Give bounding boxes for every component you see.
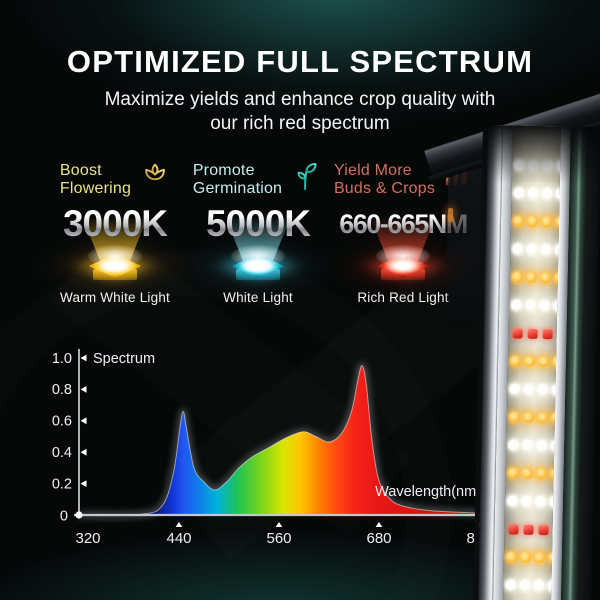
wavelength-value: 660-665NM [328,204,478,244]
light-type-label: Warm White Light [60,290,170,305]
led-chip-zone [40,216,190,292]
sprout-icon [291,160,323,197]
svg-text:800: 800 [466,530,491,547]
y-axis-title: Spectrum [93,351,155,367]
led-chip [373,238,433,290]
feature-title: Boost Flowering [60,162,131,198]
white-led [550,440,561,452]
page-title: OPTIMIZED FULL SPECTRUM [66,44,534,79]
feature-header: Boost Flowering [40,162,190,202]
feature-title-line2: Germination [192,180,283,198]
feature-title-line1: Promote [192,162,255,179]
led-chip [85,238,145,290]
svg-text:440: 440 [166,530,191,547]
led-chip-glow [231,245,285,267]
led-chip-glow [376,245,430,267]
bars-icon [444,160,472,193]
feature-white: Promote Germination 5000K White Light [183,162,333,305]
svg-text:0.8: 0.8 [52,382,72,398]
spectrum-curve-outline [78,365,480,516]
svg-text:0: 0 [60,509,68,525]
subtitle-line-2: our rich red spectrum [210,113,390,135]
subtitle-line-1: Maximize yields and enhance crop quality… [104,89,496,110]
feature-title: Promote Germination [193,162,282,198]
led-chip-glow [88,245,142,267]
flower-icon [140,160,170,195]
feature-title-line1: Boost [59,162,102,179]
svg-text:0.4: 0.4 [52,445,72,461]
led-chip-zone [328,216,478,292]
feature-header: Yield More Buds & Crops [328,162,478,202]
feature-title-line1: Yield More [333,162,412,179]
x-axis-title: Wavelength(nm) [375,484,481,500]
feature-title-line2: Flowering [59,180,132,198]
feature-title-line2: Buds & Crops [333,180,436,198]
svg-text:0.2: 0.2 [52,476,72,492]
feature-header: Promote Germination [183,162,333,202]
kelvin-value: 5000K [183,204,333,244]
feature-title: Yield More Buds & Crops [334,162,435,198]
amber-led [550,412,561,424]
light-type-label: White Light [223,290,293,305]
amber-led [551,356,561,368]
red-led [542,329,553,340]
svg-text:1.0: 1.0 [52,351,72,367]
svg-text:320: 320 [75,530,100,547]
svg-text:560: 560 [266,530,291,547]
feature-warm-white: Boost Flowering 3000K Warm White Light [40,162,190,305]
chart-axes: 0 0.2 0.4 0.6 0.8 1.0 320 440 560 680 800 [52,349,492,547]
spectrum-chart: 0 0.2 0.4 0.6 0.8 1.0 320 440 560 680 800 Spectrum… [52,349,492,547]
led-chip [228,238,288,290]
spectrum-curve-area [79,365,479,516]
light-type-label: Rich Red Light [357,290,449,305]
kelvin-value: 3000K [40,204,190,244]
led-chip-zone [183,216,333,292]
svg-text:680: 680 [366,530,391,547]
white-led [551,384,561,396]
page-subtitle: Maximize yields and enhance crop quality… [0,88,600,136]
feature-red: Yield More Buds & Crops 660-665NM [328,162,478,305]
svg-text:0.6: 0.6 [52,414,72,430]
